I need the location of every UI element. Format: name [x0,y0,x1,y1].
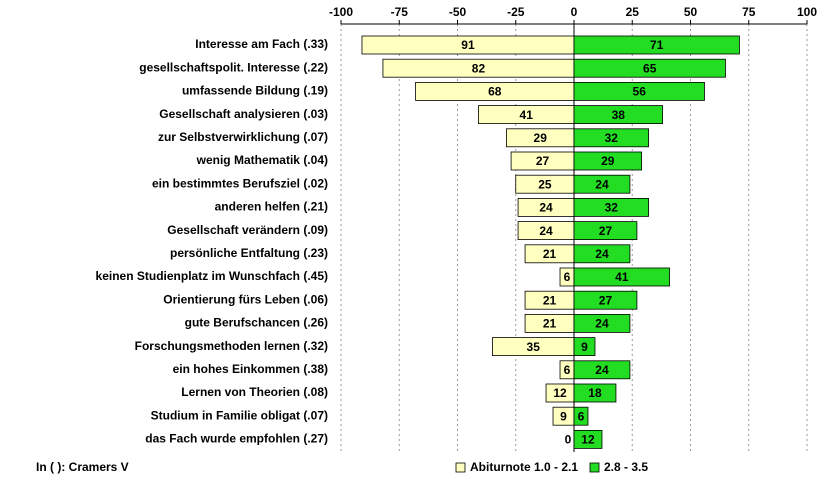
x-tick-label: -25 [507,5,525,19]
x-tick-label: -100 [329,5,353,19]
value-label: 32 [605,131,619,145]
value-label: 6 [564,363,571,377]
bar [573,151,642,171]
value-label: 24 [539,224,553,238]
category-label: anderen helfen (.21) [215,200,328,214]
value-label: 21 [543,247,557,261]
legend-swatch [455,462,466,473]
value-label: 27 [599,293,613,307]
legend-swatch [589,462,600,473]
category-label: wenig Mathematik (.04) [196,153,328,167]
category-label: das Fach wurde empfohlen (.27) [145,432,328,446]
value-label: 65 [643,61,657,75]
category-label: zur Selbstverwirklichung (.07) [158,130,328,144]
bar [573,82,705,101]
category-label: Gesellschaft analysieren (.03) [159,107,328,121]
value-label: 24 [595,317,609,331]
value-label: 6 [564,270,571,284]
category-label: ein bestimmtes Berufsziel (.02) [152,176,328,190]
bar [573,267,670,287]
x-tick-label: 75 [742,5,756,19]
value-label: 6 [578,409,585,423]
category-label: gesellschaftspolit. Interesse (.22) [139,60,328,74]
value-label: 27 [599,224,613,238]
category-label: Interesse am Fach (.33) [195,37,328,51]
x-tick-label: 0 [571,5,578,19]
bar [573,197,649,217]
value-label: 27 [536,154,550,168]
bar [573,221,638,241]
value-label: 68 [488,85,502,99]
value-label: 56 [633,85,647,99]
category-label: Studium in Familie obligat (.07) [151,408,328,422]
value-label: 18 [588,386,602,400]
category-label: persönliche Entfaltung (.23) [170,246,328,260]
legend-label: Abiturnote 1.0 - 2.1 [470,460,578,474]
bar [573,360,631,380]
value-label: 29 [601,154,615,168]
value-label: 38 [612,108,626,122]
value-label: 21 [543,317,557,331]
value-label: 29 [534,131,548,145]
value-label: 71 [650,38,664,52]
value-label: 21 [543,293,557,307]
note: In ( ): Cramers V [36,460,129,474]
bar [573,383,617,403]
bar [573,429,603,449]
value-label: 24 [595,247,609,261]
bar [573,58,726,78]
value-label: 9 [560,409,567,423]
bar [573,290,638,310]
value-label: 32 [605,201,619,215]
category-label: Orientierung fürs Leben (.06) [163,292,328,306]
value-label: 41 [520,108,534,122]
x-tick-label: 25 [626,5,640,19]
bar [573,406,589,426]
value-label: 91 [461,38,475,52]
value-label: 35 [527,340,541,354]
category-label: Gesellschaft verändern (.09) [167,223,328,237]
bar [573,337,596,357]
category-label: Forschungsmethoden lernen (.32) [135,339,328,353]
x-tick-label: -75 [391,5,409,19]
value-label: 0 [565,433,572,447]
bar [573,105,663,124]
bar [573,128,649,148]
value-label: 82 [472,61,486,75]
x-tick-label: -50 [449,5,467,19]
category-label: Lernen von Theorien (.08) [181,385,328,399]
category-label: keinen Studienplatz im Wunschfach (.45) [96,269,328,283]
bar [573,313,631,333]
x-tick-label: 50 [684,5,698,19]
category-label: gute Berufschancen (.26) [185,316,328,330]
category-label: ein hohes Einkommen (.38) [173,362,328,376]
value-label: 41 [615,270,629,284]
x-tick-label: 100 [797,5,817,19]
value-label: 24 [595,177,609,191]
bar [573,174,631,194]
legend-label: 2.8 - 3.5 [604,460,648,474]
bar [573,244,631,264]
value-label: 9 [581,340,588,354]
value-label: 24 [595,363,609,377]
value-label: 24 [539,201,553,215]
value-label: 12 [553,386,567,400]
value-label: 25 [538,177,552,191]
bar [573,35,740,55]
value-label: 12 [581,433,595,447]
category-label: umfassende Bildung (.19) [182,84,328,98]
